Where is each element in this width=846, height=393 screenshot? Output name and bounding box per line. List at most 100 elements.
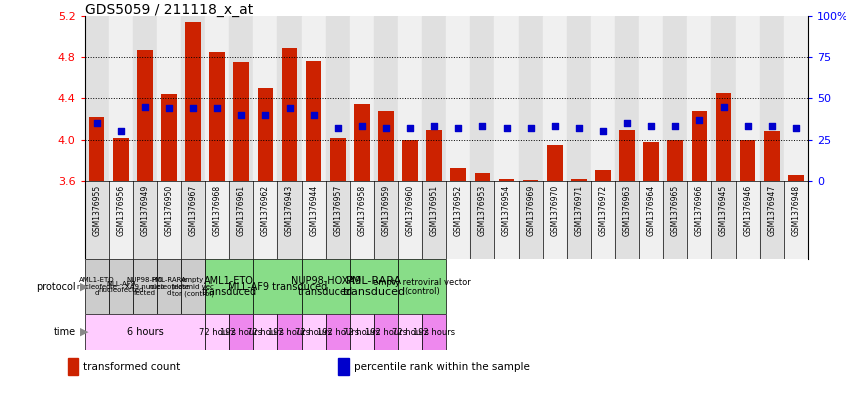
Bar bbox=[374, 16, 398, 181]
Bar bbox=[735, 16, 760, 181]
Text: GSM1376957: GSM1376957 bbox=[333, 185, 343, 236]
Bar bbox=[735, 181, 760, 259]
Text: empty retroviral vector
(control): empty retroviral vector (control) bbox=[373, 277, 471, 296]
Bar bbox=[422, 314, 447, 350]
Bar bbox=[619, 130, 635, 181]
Bar bbox=[760, 181, 783, 259]
Bar bbox=[663, 181, 687, 259]
Point bbox=[283, 105, 296, 111]
Text: GSM1376968: GSM1376968 bbox=[212, 185, 222, 236]
Text: GSM1376960: GSM1376960 bbox=[405, 185, 415, 236]
Bar bbox=[398, 181, 422, 259]
Bar bbox=[68, 358, 78, 375]
Bar bbox=[108, 181, 133, 259]
Bar bbox=[205, 181, 229, 259]
Text: transformed count: transformed count bbox=[83, 362, 180, 372]
Bar bbox=[494, 16, 519, 181]
Bar bbox=[783, 16, 808, 181]
Text: NUP98-HO
XA9 nucleo
fected: NUP98-HO XA9 nucleo fected bbox=[125, 277, 165, 296]
Bar bbox=[494, 181, 519, 259]
Bar bbox=[349, 16, 374, 181]
Bar bbox=[571, 179, 587, 181]
Bar bbox=[760, 16, 783, 181]
Text: 192 hours: 192 hours bbox=[413, 328, 455, 336]
Bar bbox=[595, 171, 611, 181]
Bar bbox=[229, 314, 253, 350]
Text: GSM1376967: GSM1376967 bbox=[189, 185, 198, 236]
Text: GSM1376952: GSM1376952 bbox=[453, 185, 463, 236]
Text: GSM1376954: GSM1376954 bbox=[502, 185, 511, 236]
Point bbox=[765, 123, 778, 129]
Bar bbox=[209, 52, 225, 181]
Bar bbox=[711, 181, 735, 259]
Bar bbox=[113, 138, 129, 181]
Bar bbox=[85, 314, 205, 350]
Bar bbox=[398, 16, 422, 181]
Text: time: time bbox=[54, 327, 76, 337]
Bar bbox=[691, 110, 707, 181]
Bar bbox=[185, 22, 201, 181]
Bar bbox=[643, 141, 659, 181]
Text: GSM1376965: GSM1376965 bbox=[671, 185, 680, 236]
Point bbox=[211, 105, 224, 111]
Bar bbox=[85, 181, 108, 259]
Text: GSM1376953: GSM1376953 bbox=[478, 185, 487, 236]
Text: ▶: ▶ bbox=[80, 327, 89, 337]
Point bbox=[307, 112, 321, 118]
Text: NUP98-HOXA9
transduced: NUP98-HOXA9 transduced bbox=[291, 277, 360, 297]
Text: 6 hours: 6 hours bbox=[127, 327, 163, 337]
Bar bbox=[181, 259, 205, 314]
Point bbox=[717, 103, 730, 110]
Bar bbox=[567, 16, 591, 181]
Bar bbox=[229, 181, 253, 259]
Bar bbox=[253, 181, 277, 259]
Bar bbox=[253, 16, 277, 181]
Bar bbox=[157, 259, 181, 314]
Bar bbox=[591, 16, 615, 181]
Text: GSM1376958: GSM1376958 bbox=[357, 185, 366, 236]
Bar bbox=[326, 314, 349, 350]
Text: 72 hours: 72 hours bbox=[392, 328, 429, 336]
Bar bbox=[205, 314, 229, 350]
Bar bbox=[542, 16, 567, 181]
Bar bbox=[253, 314, 277, 350]
Bar bbox=[374, 181, 398, 259]
Point bbox=[452, 125, 465, 131]
Text: 192 hours: 192 hours bbox=[365, 328, 407, 336]
Text: MLL-AF9 transduced: MLL-AF9 transduced bbox=[228, 282, 327, 292]
Bar bbox=[519, 181, 542, 259]
Bar bbox=[475, 173, 491, 181]
Point bbox=[259, 112, 272, 118]
Bar bbox=[349, 314, 374, 350]
Point bbox=[331, 125, 344, 131]
Text: 72 hours: 72 hours bbox=[295, 328, 332, 336]
Bar bbox=[547, 145, 563, 181]
Bar bbox=[85, 16, 108, 181]
Text: GSM1376949: GSM1376949 bbox=[140, 185, 150, 236]
Bar bbox=[349, 181, 374, 259]
Bar bbox=[543, 181, 567, 259]
Bar bbox=[301, 314, 326, 350]
Bar bbox=[301, 181, 326, 259]
Bar bbox=[338, 358, 349, 375]
Text: GSM1376956: GSM1376956 bbox=[116, 185, 125, 236]
Point bbox=[789, 125, 803, 131]
Bar bbox=[108, 259, 133, 314]
Point bbox=[355, 123, 369, 129]
Bar bbox=[181, 181, 205, 259]
Point bbox=[741, 123, 755, 129]
Bar bbox=[354, 105, 370, 181]
Text: ▶: ▶ bbox=[80, 282, 89, 292]
Point bbox=[668, 123, 682, 129]
Bar bbox=[519, 16, 542, 181]
Bar bbox=[687, 181, 711, 259]
Text: empty
plasmid vec
tor (control): empty plasmid vec tor (control) bbox=[172, 277, 214, 297]
Text: GSM1376951: GSM1376951 bbox=[430, 185, 439, 236]
Point bbox=[138, 103, 151, 110]
Text: GSM1376943: GSM1376943 bbox=[285, 185, 294, 236]
Text: GDS5059 / 211118_x_at: GDS5059 / 211118_x_at bbox=[85, 3, 253, 17]
Point bbox=[548, 123, 562, 129]
Text: GSM1376944: GSM1376944 bbox=[309, 185, 318, 236]
Bar bbox=[157, 16, 181, 181]
Bar bbox=[157, 181, 181, 259]
